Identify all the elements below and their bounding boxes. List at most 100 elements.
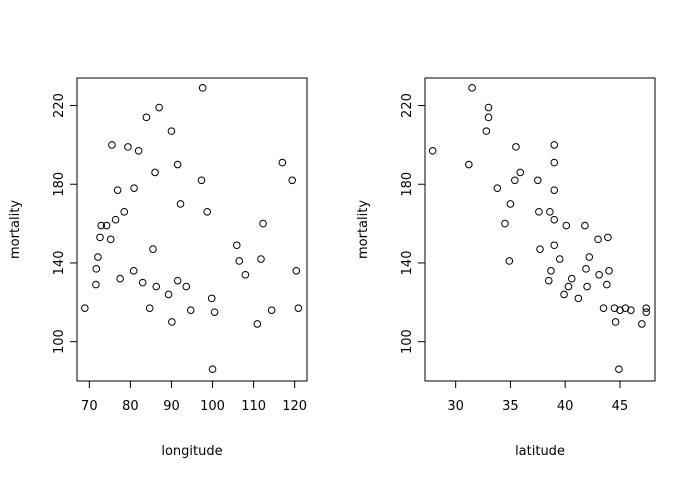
data-point bbox=[253, 320, 262, 328]
data-point bbox=[627, 306, 635, 314]
y-ticks: 100 140 180 220 bbox=[400, 93, 425, 354]
data-point bbox=[152, 282, 161, 291]
data-point bbox=[534, 176, 542, 185]
y-tick-label: 140 bbox=[400, 251, 415, 276]
data-point bbox=[465, 160, 473, 169]
data-point bbox=[550, 141, 559, 149]
data-point bbox=[97, 221, 106, 230]
data-point bbox=[583, 282, 591, 291]
data-point bbox=[120, 207, 129, 216]
y-tick-label: 100 bbox=[400, 329, 415, 354]
data-point bbox=[516, 168, 525, 177]
data-point bbox=[484, 103, 493, 112]
data-point bbox=[616, 306, 624, 314]
data-point bbox=[151, 168, 159, 177]
data-point bbox=[550, 215, 559, 224]
data-point bbox=[235, 257, 244, 265]
data-point bbox=[92, 265, 101, 273]
data-point bbox=[102, 221, 111, 230]
data-point bbox=[81, 304, 89, 313]
y-tick-label: 180 bbox=[400, 172, 415, 197]
data-point bbox=[550, 186, 559, 194]
data-point bbox=[241, 270, 250, 279]
data-point bbox=[547, 267, 555, 275]
data-point bbox=[535, 207, 543, 216]
y-tick-label: 100 bbox=[52, 329, 67, 354]
y-tick-label: 220 bbox=[400, 93, 415, 118]
data-point bbox=[124, 143, 132, 151]
data-point bbox=[138, 278, 147, 287]
data-point bbox=[257, 255, 265, 263]
data-point bbox=[267, 306, 276, 314]
data-point bbox=[186, 306, 195, 314]
data-point bbox=[574, 294, 583, 303]
data-point bbox=[173, 276, 182, 285]
data-point bbox=[173, 160, 182, 169]
data-point bbox=[207, 294, 216, 303]
data-point bbox=[562, 221, 571, 230]
data-point bbox=[182, 282, 191, 291]
data-point bbox=[176, 200, 185, 208]
data-point bbox=[198, 84, 207, 92]
data-point bbox=[288, 176, 297, 185]
data-point bbox=[546, 207, 554, 216]
data-point bbox=[550, 241, 559, 250]
data-point bbox=[111, 215, 120, 224]
x-tick-label: 45 bbox=[612, 399, 629, 414]
y-ticks: 100 140 180 220 bbox=[52, 93, 77, 354]
data-point bbox=[203, 207, 211, 216]
data-point bbox=[642, 308, 651, 316]
data-point bbox=[603, 280, 611, 289]
data-point bbox=[638, 320, 646, 328]
y-tick-label: 180 bbox=[52, 172, 67, 197]
data-point bbox=[208, 365, 217, 373]
data-point bbox=[560, 290, 568, 299]
data-point bbox=[555, 255, 564, 263]
data-point bbox=[130, 184, 138, 192]
x-tick-label: 30 bbox=[447, 399, 464, 414]
data-point bbox=[604, 233, 612, 242]
data-point bbox=[512, 143, 520, 151]
data-point bbox=[155, 103, 163, 112]
data-point bbox=[599, 304, 608, 313]
data-point bbox=[129, 267, 138, 275]
data-point bbox=[468, 84, 476, 92]
data-point bbox=[550, 158, 559, 167]
data-point bbox=[567, 274, 576, 283]
data-point bbox=[106, 235, 115, 244]
x-tick-label: 110 bbox=[241, 399, 266, 414]
data-point bbox=[484, 113, 493, 122]
data-point bbox=[611, 318, 620, 326]
plot-frame bbox=[76, 77, 308, 382]
x-tick-label: 120 bbox=[282, 399, 307, 414]
data-point bbox=[168, 318, 176, 326]
x-axis-label: latitude bbox=[515, 444, 565, 459]
data-point bbox=[505, 257, 514, 265]
latitude-mortality-panel: latitude mortality 30 35 40 45 100 140 180 220 bbox=[356, 77, 656, 459]
y-axis-label: mortality bbox=[8, 200, 23, 259]
data-point bbox=[164, 290, 173, 299]
data-point bbox=[145, 304, 154, 313]
y-tick-label: 140 bbox=[52, 251, 67, 276]
data-point bbox=[134, 146, 143, 155]
y-axis-label: mortality bbox=[356, 200, 371, 259]
data-point bbox=[615, 365, 623, 373]
data-point bbox=[585, 253, 594, 261]
y-tick-label: 220 bbox=[52, 93, 67, 118]
data-point bbox=[536, 245, 544, 253]
data-point bbox=[94, 253, 102, 261]
x-tick-label: 70 bbox=[81, 399, 98, 414]
x-tick-label: 80 bbox=[122, 399, 139, 414]
data-point bbox=[581, 221, 589, 230]
x-ticks: 70 80 90 100 110 120 bbox=[81, 381, 307, 414]
data-point bbox=[610, 304, 619, 313]
data-point bbox=[167, 127, 176, 135]
data-point bbox=[149, 245, 157, 253]
data-point bbox=[294, 304, 303, 313]
data-point bbox=[482, 127, 491, 135]
data-point bbox=[197, 176, 206, 185]
data-point bbox=[92, 280, 100, 289]
x-tick-label: 40 bbox=[557, 399, 574, 414]
data-points bbox=[81, 84, 303, 373]
